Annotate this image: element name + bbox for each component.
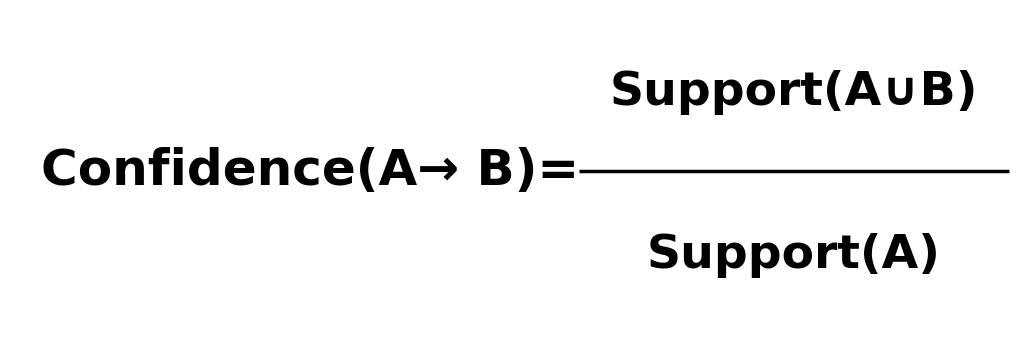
- Text: Support(A): Support(A): [647, 233, 940, 278]
- Text: Confidence(A→ B)=: Confidence(A→ B)=: [41, 147, 580, 194]
- Text: Support(A∪B): Support(A∪B): [609, 70, 978, 115]
